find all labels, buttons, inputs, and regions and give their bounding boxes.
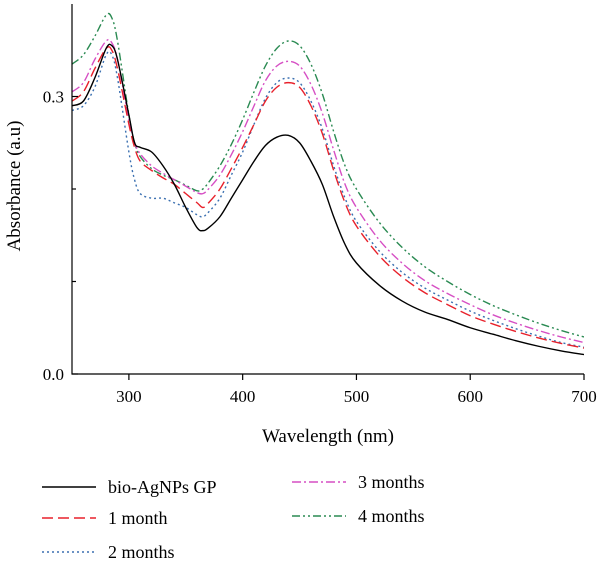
legend-label-2: 1 month [108, 508, 168, 528]
x-tick-label: 500 [344, 387, 370, 406]
axes: 300 400 500 600 700 0.0 0.3 [43, 4, 597, 406]
y-axis-title: Absorbance (a.u) [4, 121, 25, 252]
y-tick-label: 0.3 [43, 88, 64, 107]
series-line-5 [72, 12, 584, 338]
legend-label-5: 4 months [358, 506, 425, 526]
y-tick-label: 0.0 [43, 365, 64, 384]
x-tick-label: 300 [116, 387, 142, 406]
legend-label-4: 3 months [358, 472, 425, 492]
x-tick-label: 700 [571, 387, 597, 406]
plot-area [72, 12, 584, 356]
legend-label-1: bio-AgNPs GP [108, 477, 217, 497]
x-axis-title: Wavelength (nm) [262, 426, 394, 447]
series-line-1 [72, 43, 584, 356]
x-tick-label: 400 [230, 387, 256, 406]
legend: bio-AgNPs GP 1 month 2 months 3 months 4 mon… [42, 472, 425, 562]
axis-frame [71, 4, 584, 375]
series-line-4 [72, 38, 584, 344]
x-tick-label: 600 [457, 387, 483, 406]
series-line-2 [72, 46, 584, 349]
legend-label-3: 2 months [108, 542, 175, 562]
